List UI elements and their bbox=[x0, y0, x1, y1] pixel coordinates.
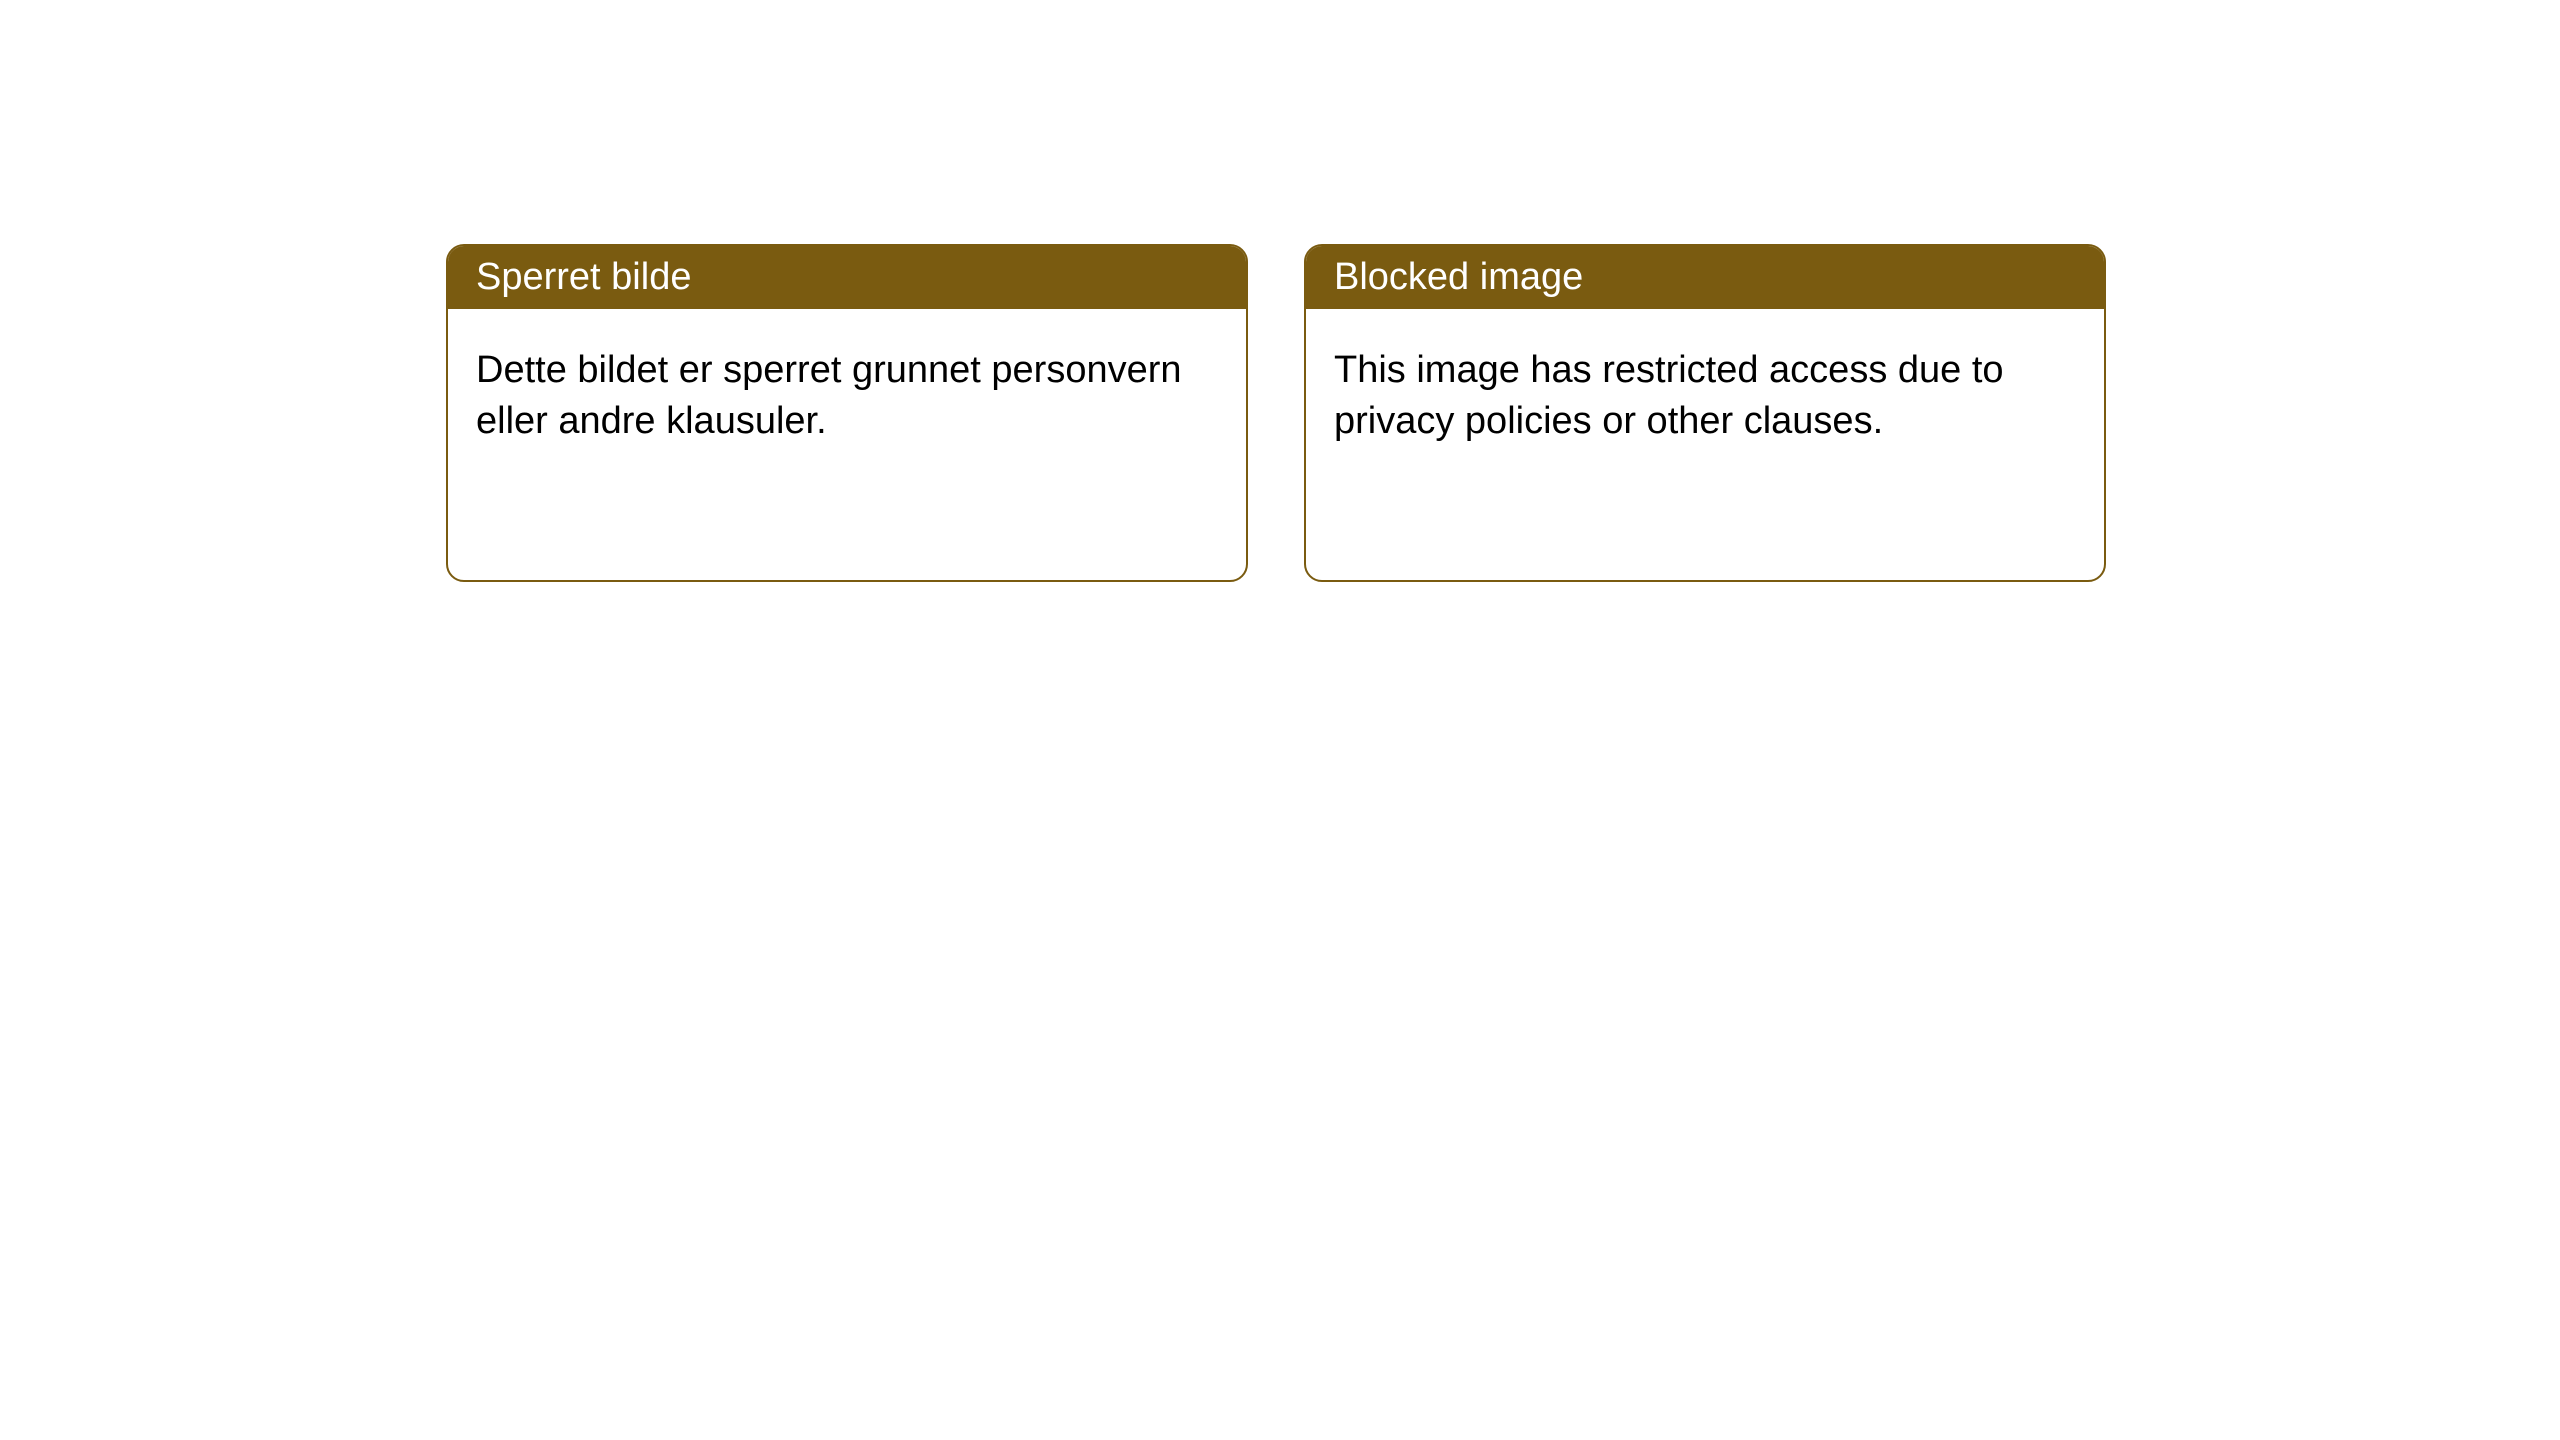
card-title: Blocked image bbox=[1334, 256, 1583, 298]
card-title: Sperret bilde bbox=[476, 256, 691, 298]
card-header: Sperret bilde bbox=[448, 246, 1246, 309]
notice-card-english: Blocked image This image has restricted … bbox=[1304, 244, 2106, 582]
notice-cards-container: Sperret bilde Dette bildet er sperret gr… bbox=[446, 244, 2106, 582]
card-body: Dette bildet er sperret grunnet personve… bbox=[448, 309, 1246, 484]
card-body-text: Dette bildet er sperret grunnet personve… bbox=[476, 349, 1182, 442]
card-body-text: This image has restricted access due to … bbox=[1334, 349, 2004, 442]
notice-card-norwegian: Sperret bilde Dette bildet er sperret gr… bbox=[446, 244, 1248, 582]
card-header: Blocked image bbox=[1306, 246, 2104, 309]
card-body: This image has restricted access due to … bbox=[1306, 309, 2104, 484]
